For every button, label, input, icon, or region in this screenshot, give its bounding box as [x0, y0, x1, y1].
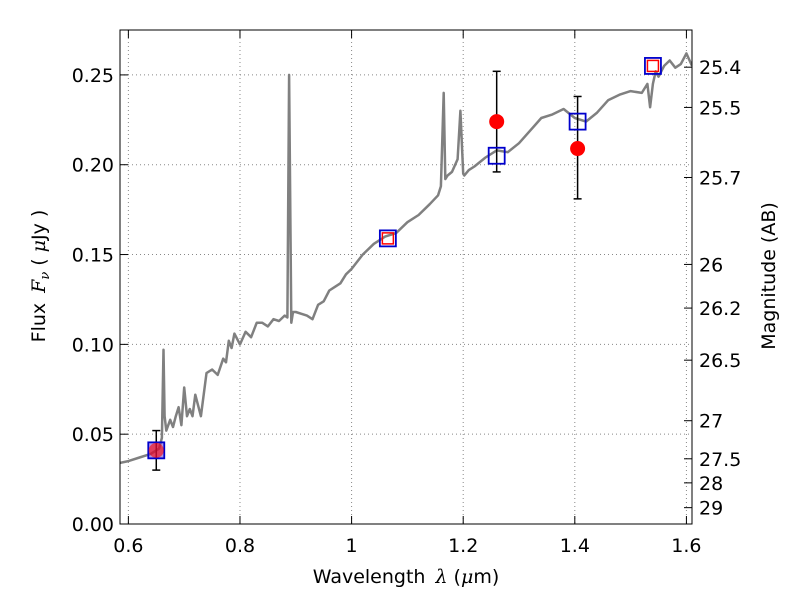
y2-tick-label: 26.5: [699, 350, 741, 372]
x-axis-symbol: λ: [434, 566, 447, 588]
y2-tick-label: 26: [699, 254, 723, 276]
y2-tick-label: 25.4: [699, 57, 741, 79]
observed-series: [148, 59, 660, 458]
grid-lines: [120, 30, 692, 524]
observed-point: [148, 442, 164, 458]
error-bars: [152, 70, 582, 471]
x-axis-unit-open: (: [448, 566, 461, 588]
y-tick-label: 0.05: [72, 424, 114, 446]
y2-tick-label: 27.5: [699, 449, 741, 471]
y2-tick-label: 28: [699, 473, 723, 495]
y2-axis-ticks: 25.4 25.5 25.7 26 26.2 26.5 27 27.528 29: [684, 57, 741, 520]
x-tick-label: 0.8: [225, 535, 255, 557]
y-tick-label: 0.20: [72, 155, 114, 177]
x-tick-label: 1.4: [560, 535, 590, 557]
x-tick-label: 0.6: [113, 535, 143, 557]
x-tick-label: 1.2: [448, 535, 478, 557]
y2-tick-label: 25.5: [699, 97, 741, 119]
observed-point: [381, 232, 395, 245]
y-axis-symbol: F: [28, 279, 50, 294]
x-axis-title: Wavelength λ (μm): [313, 566, 500, 588]
y-axis-title: Flux Fν ( μJy ): [28, 210, 53, 343]
y-axis-unit-mu: μ: [28, 240, 50, 252]
x-tick-label: 1: [346, 535, 358, 557]
y2-tick-label: 26.2: [699, 298, 741, 320]
y-axis-ticks: 0.00 0.05 0.10 0.15 0.20 0.25: [72, 65, 128, 536]
y-tick-label: 0.25: [72, 65, 114, 87]
y2-tick-label: 25.7: [699, 167, 741, 189]
model-box-point: [378, 229, 397, 248]
spectrum-series: [120, 52, 692, 465]
x-axis-unit-mu: μ: [461, 566, 473, 588]
model-box-point: [487, 146, 506, 165]
y-axis-symbol-sub: ν: [38, 272, 53, 280]
y-tick-label: 0.00: [72, 514, 114, 536]
spectrum-line: [120, 52, 692, 465]
y2-axis-title: Magnitude (AB): [758, 202, 780, 350]
model-box-point: [644, 57, 662, 75]
y-tick-label: 0.10: [72, 334, 114, 356]
observed-point: [489, 114, 505, 130]
y-axis-label: Flux: [28, 303, 50, 343]
observed-point: [646, 59, 660, 73]
x-tick-label: 1.6: [671, 535, 701, 557]
x-axis-ticks: 0.6 0.8 1 1.2 1.4 1.6: [113, 30, 702, 557]
y-axis-unit-open: (: [28, 252, 50, 265]
y2-tick-label: 27: [699, 411, 723, 433]
y-tick-label: 0.15: [72, 245, 114, 267]
observed-point: [570, 141, 586, 157]
model-box-point: [568, 112, 587, 131]
y-axis-unit-close: Jy ): [28, 210, 50, 241]
y2-tick-label: 29: [699, 498, 723, 520]
plot-frame: [119, 29, 693, 525]
model-box-series: [147, 57, 662, 460]
x-axis-label: Wavelength: [313, 566, 426, 588]
x-axis-unit-close: m): [473, 566, 499, 588]
